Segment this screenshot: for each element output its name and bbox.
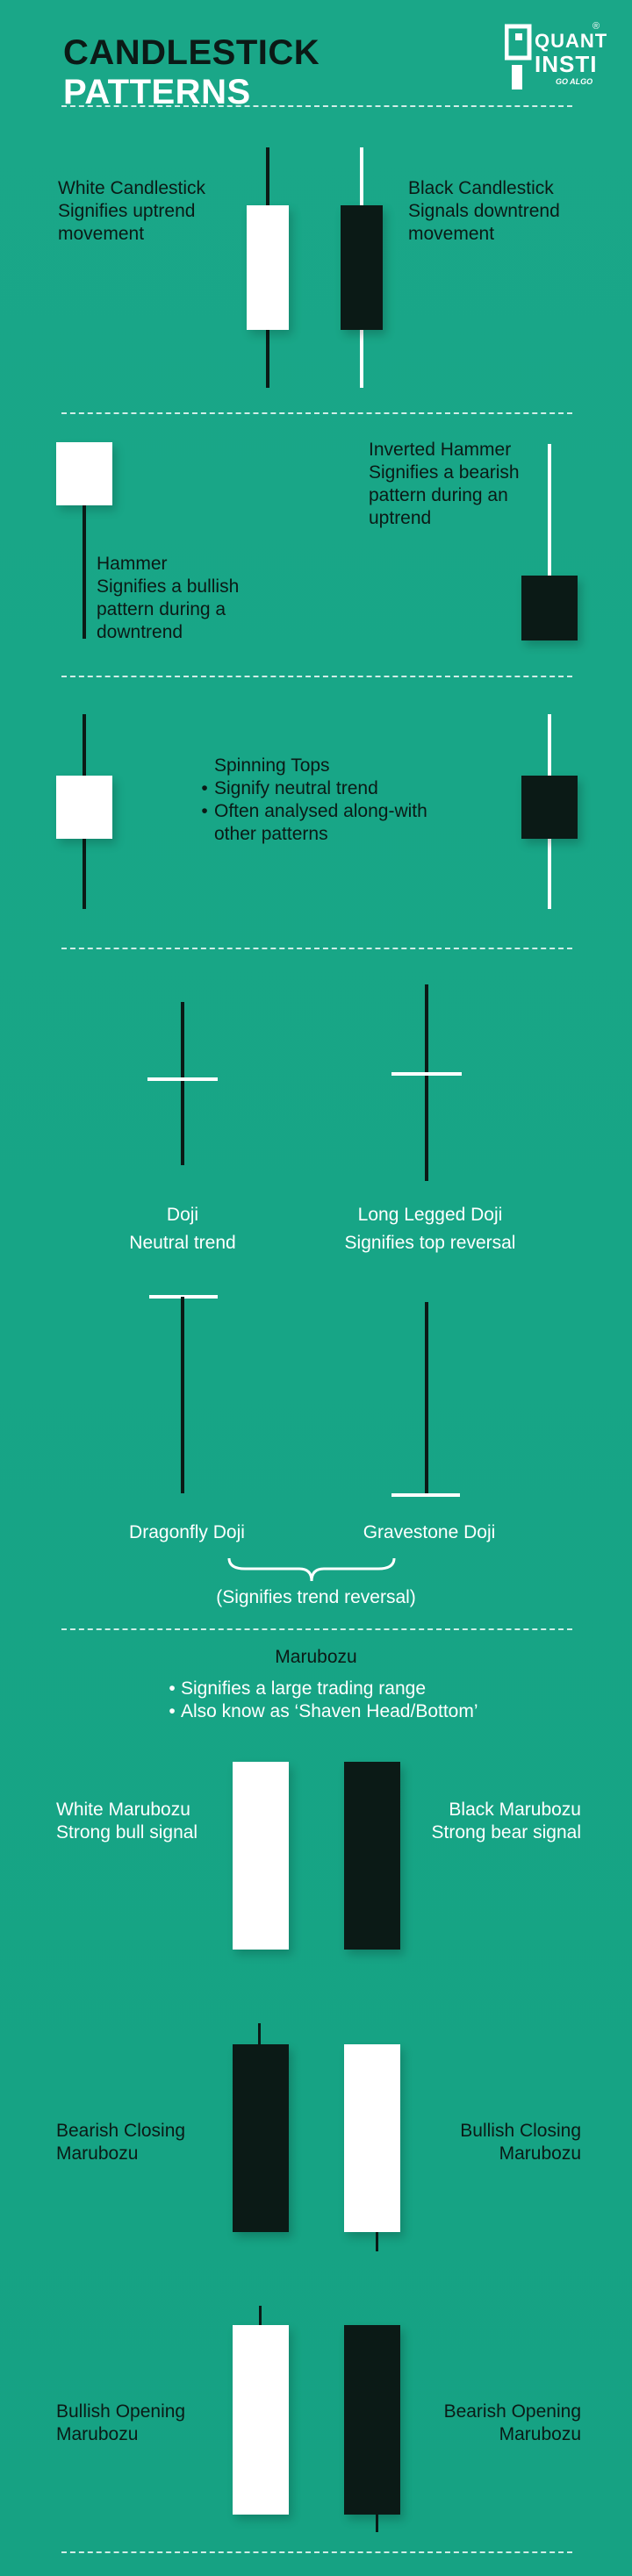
divider-5 [61,1628,572,1630]
white-marubozu-desc: Strong bull signal [56,1822,198,1843]
black-marubozu-body [344,1762,400,1950]
doji-cross [147,1077,218,1081]
black-candlestick-title: Black Candlestick [408,178,554,198]
white-candlestick-label: White Candlestick Signifies uptrend move… [58,177,233,246]
bullish-opening-body [233,2325,289,2515]
title-candlestick: CANDLESTICK [63,33,320,72]
bullish-closing-wick [376,2232,378,2251]
long-legged-doji-cross [391,1072,462,1076]
long-legged-doji-title: Long Legged Doji [357,1205,503,1225]
spinning-top-black-body [521,776,578,839]
spinning-tops-bullet-1: • Signify neutral trend [195,777,476,800]
long-legged-doji-label: Long Legged Doji Signifies top reversal [325,1204,535,1255]
divider-2 [61,412,572,414]
marubozu-bullets: • Signifies a large trading range • Also… [163,1678,549,1723]
black-marubozu-desc: Strong bear signal [431,1822,581,1843]
white-marubozu-title: White Marubozu [56,1800,190,1820]
white-candlestick-desc: Signifies uptrend movement [58,201,196,244]
hammer-title: Hammer [97,554,168,574]
long-legged-doji-wick [425,984,428,1181]
bullish-closing-body [344,2044,400,2232]
divider-4 [61,948,572,949]
hammer-wick [83,505,86,639]
bullish-closing-marubozu-label: Bullish Closing Marubozu [460,2121,581,2164]
doji-wick [181,1002,184,1165]
hammer-label: Hammer Signifies a bullish pattern durin… [97,553,272,644]
curly-brace-icon [227,1557,396,1582]
logo-mark-icon [504,24,532,89]
bearish-closing-wick [258,2023,261,2046]
bullish-opening-wick [259,2306,262,2327]
logo-wordmark-1: QUANT [535,30,608,52]
inverted-hammer-wick [548,444,551,577]
long-legged-doji-desc: Signifies top reversal [344,1233,516,1253]
bearish-closing-body [233,2044,289,2232]
inverted-hammer-title: Inverted Hammer [369,440,512,460]
black-marubozu-title: Black Marubozu [449,1800,581,1820]
inverted-hammer-desc: Signifies a bearish pattern during an up… [369,462,520,528]
header: CANDLESTICK PATTERNS [63,33,485,111]
divider-bottom [61,2551,572,2553]
gravestone-doji-cross [391,1493,460,1497]
black-candlestick-label: Black Candlestick Signals downtrend move… [408,177,601,246]
black-marubozu-label: Black Marubozu Strong bear signal [400,1799,581,1844]
bullet-icon: • [201,801,208,821]
trend-reversal-note: (Signifies trend reversal) [216,1587,416,1607]
title-patterns: PATTERNS [63,73,251,111]
marubozu-bullet-2: • Also know as ‘Shaven Head/Bottom’ [163,1700,549,1723]
bullet-icon: • [169,1701,176,1721]
black-candle-body [341,205,383,330]
spinning-tops-label: Spinning Tops • Signify neutral trend • … [195,755,476,846]
black-candlestick-desc: Signals downtrend movement [408,201,560,244]
bullet-icon: • [169,1678,176,1699]
white-marubozu-body [233,1762,289,1950]
marubozu-title: Marubozu [275,1647,357,1667]
bearish-opening-wick [376,2513,378,2532]
divider-3 [61,676,572,677]
white-candlestick-title: White Candlestick [58,178,206,198]
logo-wordmark-2: INSTI [535,51,598,77]
hammer-body [56,442,112,505]
logo-registered: ® [592,21,600,32]
white-candle-body [247,205,289,330]
gravestone-doji-wick [425,1302,428,1495]
bearish-closing-marubozu-label: Bearish Closing Marubozu [56,2121,186,2164]
divider-1 [61,105,572,107]
inverted-hammer-body [521,576,578,640]
doji-desc: Neutral trend [129,1233,236,1253]
gravestone-doji-label: Gravestone Doji [363,1522,496,1542]
logo-tagline: GO ALGO [556,77,593,86]
marubozu-bullet-1: • Signifies a large trading range [163,1678,549,1700]
bullish-opening-marubozu-label: Bullish Opening Marubozu [56,2401,186,2444]
hammer-desc: Signifies a bullish pattern during a dow… [97,576,240,642]
doji-label: Doji Neutral trend [95,1204,270,1255]
dragonfly-doji-label: Dragonfly Doji [129,1522,245,1542]
dragonfly-doji-wick [181,1297,184,1493]
doji-title: Doji [166,1205,199,1225]
bearish-opening-marubozu-label: Bearish Opening Marubozu [443,2401,581,2444]
spinning-top-white-body [56,776,112,839]
spinning-tops-bullet-2: • Often analysed along-with other patter… [195,800,476,846]
bullet-icon: • [201,778,208,798]
spinning-tops-title: Spinning Tops [214,755,330,776]
white-marubozu-label: White Marubozu Strong bull signal [56,1799,232,1844]
bearish-opening-body [344,2325,400,2515]
quantinsti-logo: QUANT INSTI GO ALGO ® [504,21,607,91]
inverted-hammer-label: Inverted Hammer Signifies a bearish patt… [369,439,544,530]
